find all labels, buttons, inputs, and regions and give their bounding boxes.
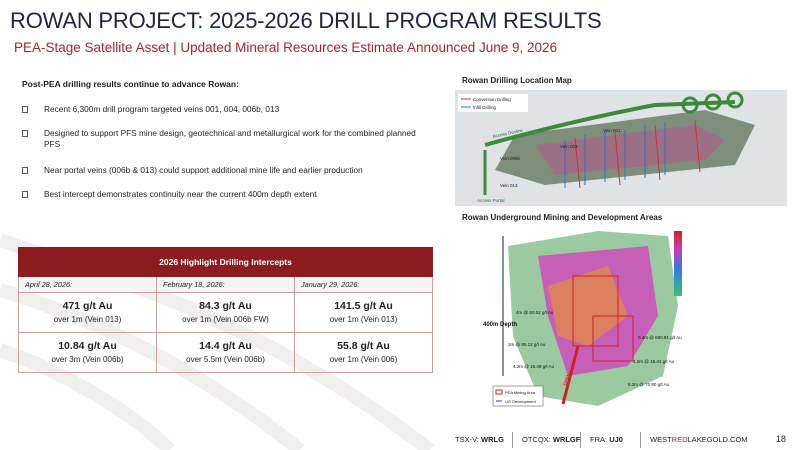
date: January 29, 2026: [294, 276, 433, 293]
ticker-value: WRLG [481, 435, 504, 444]
ticker-label: FRA: [590, 435, 608, 444]
detail: over 1m (Vein 013) [329, 314, 398, 324]
map-label: Access Portal [477, 198, 505, 203]
separator [512, 432, 513, 448]
ticker: TSX-V: WRLG [455, 435, 504, 444]
intercept-label: 6.3m @ 70.80 g/t Au [628, 382, 670, 387]
title: ROWAN PROJECT: 2025-2026 DRILL PROGRAM R… [10, 8, 602, 33]
map-title: Rowan Underground Mining and Development… [462, 213, 663, 222]
cell: 471 g/t Au over 1m (Vein 013) [18, 292, 157, 333]
intercept-label: 4.2m @ 15.41 g/t Au [633, 359, 675, 364]
cell: 55.8 g/t Au over 1m (Vein 006) [294, 332, 433, 373]
grade: 471 g/t Au [62, 299, 113, 312]
ticker-label: OTCQX: [522, 435, 551, 444]
intercept-label: 0.4m @ 680.91 g/t Au [638, 335, 682, 340]
grade: 14.4 g/t Au [199, 339, 252, 352]
bullet: Designed to support PFS mine design, geo… [22, 128, 422, 150]
ticker: FRA: UJ0 [590, 435, 623, 444]
bullet-text: Near portal veins (006b & 013) could sup… [44, 165, 363, 175]
detail: over 1m (Vein 013) [53, 314, 122, 324]
table-title: 2026 Highlight Drilling Intercepts [18, 247, 433, 277]
open-label: OPEN [562, 373, 571, 387]
map-legend: PEA Mining Area [505, 390, 536, 395]
development-map: 400m Depth 4m @ 50.52 g/t Au 2m @ 95.12 … [478, 226, 713, 414]
ticker-value: WRLGF [552, 435, 581, 444]
site-part: LAKEGOLD.COM [687, 435, 748, 444]
ticker-label: TSX-V: [455, 435, 479, 444]
bullet: Best intercept demonstrates continuity n… [22, 189, 422, 200]
intercept-label: 4.2m @ 15.49 g/t Au [513, 364, 555, 369]
map-label: Vein 001 [603, 128, 621, 133]
cell: 10.84 g/t Au over 3m (Vein 006b) [18, 332, 157, 373]
map-label: Vein 003 [560, 144, 578, 149]
map-legend: Infill Drilling [473, 105, 497, 110]
bullet: Recent 6,300m drill program targeted vei… [22, 104, 422, 115]
page-number: 18 [776, 434, 787, 444]
subtitle: PEA-Stage Satellite Asset | Updated Mine… [14, 40, 558, 55]
bullet: Near portal veins (006b & 013) could sup… [22, 165, 422, 176]
map-label: Vein 013 [500, 183, 518, 188]
intercepts-table: 2026 Highlight Drilling Intercepts April… [18, 247, 433, 373]
cell: 84.3 g/t Au over 1m (Vein 006b FW) [156, 292, 295, 333]
map-label: Access Decline [492, 128, 524, 139]
bullet-text: Best intercept demonstrates continuity n… [44, 189, 317, 199]
cell: 141.5 g/t Au over 1m (Vein 013) [294, 292, 433, 333]
date: February 18, 2026: [156, 276, 295, 293]
detail: over 5.5m (Vein 006b) [186, 354, 265, 364]
grade: 10.84 g/t Au [58, 339, 117, 352]
website: WESTREDLAKEGOLD.COM [650, 435, 748, 444]
separator [640, 432, 641, 448]
bullet-text: Recent 6,300m drill program targeted vei… [44, 104, 280, 114]
date: April 28, 2026: [18, 276, 157, 293]
bullet-text: Designed to support PFS mine design, geo… [44, 128, 416, 149]
detail: over 3m (Vein 006b) [51, 354, 124, 364]
depth-label: 400m Depth [483, 322, 517, 328]
site-part: RED [671, 435, 688, 444]
map-legend: UG Development [505, 399, 537, 404]
cell: 14.4 g/t Au over 5.5m (Vein 006b) [156, 332, 295, 373]
grade: 55.8 g/t Au [337, 339, 390, 352]
separator [580, 432, 581, 448]
ticker-value: UJ0 [609, 435, 623, 444]
grade: 141.5 g/t Au [334, 299, 393, 312]
map-legend: Conversion Drilling [473, 97, 511, 102]
map-label: Vein 006b [500, 156, 521, 161]
site-part: WEST [650, 435, 672, 444]
detail: over 1m (Vein 006b FW) [182, 314, 269, 324]
drilling-map: Conversion Drilling Infill Drilling Acce… [455, 90, 787, 206]
intercept-label: 2m @ 95.12 g/t Au [508, 342, 546, 347]
grade: 84.3 g/t Au [199, 299, 252, 312]
intercept-label: 4m @ 50.52 g/t Au [516, 310, 554, 315]
lead-text: Post-PEA drilling results continue to ad… [22, 79, 239, 89]
map-title: Rowan Drilling Location Map [462, 76, 572, 85]
ticker: OTCQX: WRLGF [522, 435, 580, 444]
detail: over 1m (Vein 006) [329, 354, 398, 364]
